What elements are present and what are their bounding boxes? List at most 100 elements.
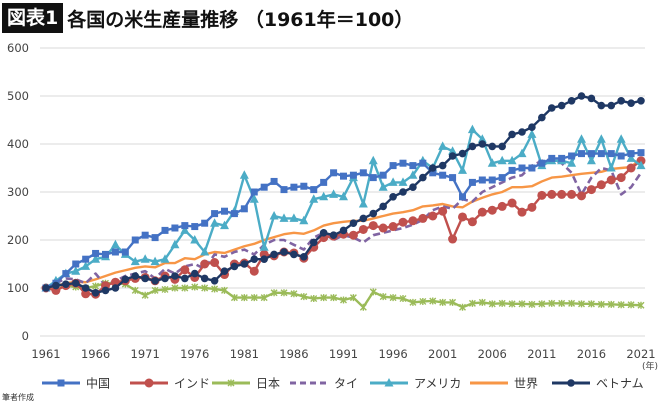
x-tick-label: 1961	[31, 347, 60, 361]
data-point	[121, 248, 129, 256]
data-point	[369, 209, 378, 218]
data-point	[587, 150, 595, 158]
data-point	[369, 174, 377, 182]
legend-label: アメリカ	[414, 377, 461, 391]
legend-marker	[567, 379, 575, 387]
data-point	[507, 198, 517, 208]
data-point	[110, 239, 120, 249]
data-point	[300, 293, 308, 301]
data-point	[487, 158, 497, 167]
data-point	[260, 294, 268, 302]
x-tick-label: 1971	[131, 347, 160, 361]
data-point	[249, 194, 259, 203]
data-point	[488, 176, 496, 184]
data-point	[557, 101, 566, 110]
data-point	[310, 186, 318, 194]
data-point	[399, 295, 407, 303]
y-tick-label: 300	[7, 185, 29, 199]
data-point	[270, 177, 278, 185]
data-point	[498, 299, 506, 307]
data-point	[290, 183, 298, 191]
data-point	[102, 250, 109, 258]
data-point	[379, 171, 387, 179]
data-point	[468, 299, 476, 307]
data-point	[597, 300, 605, 308]
data-point	[538, 159, 546, 167]
legend-item: インド	[130, 377, 210, 391]
source-note: 筆者作成	[2, 393, 34, 402]
data-point	[637, 301, 645, 309]
data-point	[507, 155, 517, 165]
data-point	[270, 289, 278, 297]
data-point	[42, 284, 50, 292]
data-point	[577, 134, 586, 143]
data-point	[459, 193, 466, 201]
legend-label: 日本	[256, 377, 280, 391]
data-point	[319, 191, 329, 201]
series-0	[42, 149, 645, 292]
data-point	[378, 182, 388, 191]
data-point	[200, 274, 209, 283]
data-point	[409, 162, 417, 170]
data-point	[379, 202, 387, 211]
data-point	[597, 101, 606, 110]
data-point	[320, 294, 328, 302]
legend-item: 中国	[42, 376, 110, 391]
data-point	[151, 234, 159, 242]
data-point	[71, 266, 81, 275]
data-point	[310, 295, 318, 303]
data-point	[230, 262, 239, 271]
data-point	[379, 293, 387, 301]
data-point	[388, 177, 398, 186]
data-point	[200, 247, 210, 256]
legend-marker	[57, 379, 65, 387]
data-point	[131, 272, 140, 280]
data-point	[250, 255, 259, 263]
data-point	[439, 298, 447, 306]
data-point	[240, 205, 248, 213]
data-point	[171, 224, 179, 232]
data-point	[637, 97, 645, 105]
data-point	[92, 282, 100, 290]
data-point	[72, 260, 80, 268]
data-point	[468, 142, 477, 151]
data-point	[111, 284, 120, 292]
series-6	[42, 92, 645, 297]
data-point	[359, 303, 367, 311]
data-point	[497, 201, 507, 211]
data-point	[409, 298, 417, 306]
legend-item: 世界	[470, 377, 538, 391]
data-point	[567, 97, 576, 105]
data-point	[517, 148, 527, 158]
x-axis-unit-label: (年)	[642, 360, 658, 372]
data-point	[121, 275, 130, 284]
data-point	[260, 255, 268, 263]
data-point	[508, 166, 516, 174]
data-point	[290, 250, 298, 259]
data-point	[270, 250, 278, 259]
data-point	[300, 182, 308, 190]
y-tick-label: 100	[7, 281, 29, 295]
data-point	[81, 261, 91, 270]
legend-label: インド	[174, 377, 210, 391]
data-point	[330, 294, 338, 302]
y-tick-label: 400	[7, 137, 29, 151]
data-point	[181, 284, 189, 292]
data-point	[359, 214, 368, 223]
series-2	[42, 279, 645, 311]
data-point	[111, 248, 119, 256]
legend-label: 中国	[86, 376, 110, 391]
legend-label: タイ	[334, 377, 358, 391]
data-point	[220, 220, 229, 230]
legend-item: ベトナム	[552, 377, 644, 391]
data-point	[497, 155, 507, 165]
data-point	[340, 172, 347, 180]
data-point	[340, 296, 347, 304]
data-point	[586, 185, 596, 195]
x-tick-label: 1976	[180, 347, 209, 361]
x-tick-label: 1986	[279, 347, 308, 361]
data-point	[429, 169, 437, 177]
data-point	[398, 177, 408, 186]
legend-marker	[384, 378, 394, 387]
